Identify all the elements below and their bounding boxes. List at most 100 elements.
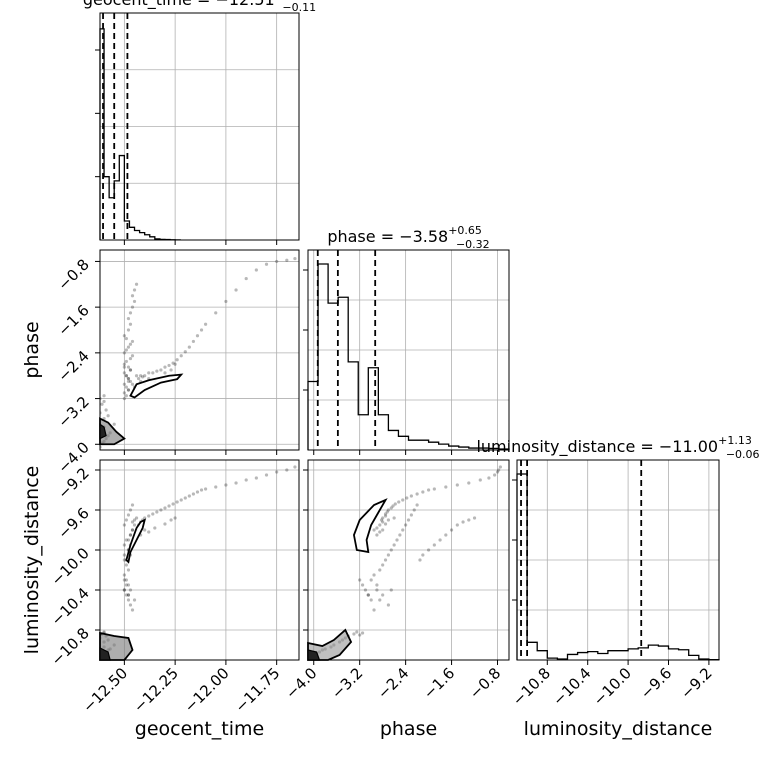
sample-point xyxy=(355,630,359,634)
sample-point xyxy=(360,583,365,587)
sample-point xyxy=(244,478,248,482)
sample-point xyxy=(381,516,385,520)
sample-point xyxy=(391,504,395,508)
sample-point xyxy=(171,502,175,506)
sample-point xyxy=(128,533,133,537)
sample-point xyxy=(167,504,171,508)
sample-point xyxy=(159,368,163,372)
sample-point xyxy=(378,568,382,572)
y-axis-label: luminosity_distance xyxy=(21,466,43,655)
y-tick-label: −9.6 xyxy=(54,504,92,542)
sample-point xyxy=(124,583,128,587)
panel-border xyxy=(307,249,510,451)
histogram-step xyxy=(516,473,720,661)
sample-point xyxy=(191,492,196,496)
sample-point xyxy=(264,262,269,266)
sample-point xyxy=(134,374,139,378)
x-axis-label: phase xyxy=(380,718,437,740)
sample-point xyxy=(234,288,238,292)
sample-point xyxy=(383,514,388,518)
sample-point xyxy=(444,485,448,489)
sample-point xyxy=(169,518,173,522)
sample-point xyxy=(179,498,183,502)
sample-point xyxy=(126,379,131,384)
sample-point xyxy=(386,518,390,522)
sample-point xyxy=(124,578,128,582)
sample-point xyxy=(175,358,179,362)
sample-point xyxy=(124,348,128,352)
sample-point xyxy=(173,516,177,520)
sample-point xyxy=(132,523,137,527)
sample-point xyxy=(461,520,465,524)
sample-point xyxy=(427,488,431,492)
scatter-phase-vs-luminosity_distance xyxy=(303,459,510,665)
sample-point xyxy=(128,311,133,315)
x-tick-label: −10.8 xyxy=(509,664,554,709)
x-tick-label: −11.75 xyxy=(232,664,284,716)
sample-point xyxy=(167,363,171,368)
sample-point xyxy=(183,496,187,500)
density-contour xyxy=(125,518,147,564)
sample-point xyxy=(427,548,431,552)
sample-point xyxy=(493,473,497,477)
sample-point xyxy=(122,362,126,366)
sample-point xyxy=(369,598,373,602)
sample-point xyxy=(173,362,177,366)
sample-point xyxy=(378,523,382,527)
sample-point xyxy=(128,322,133,326)
sample-point xyxy=(363,588,368,592)
sample-point xyxy=(389,588,393,592)
sample-point xyxy=(352,632,356,636)
panel-title: phase = −3.58+0.65 −0.32 xyxy=(327,224,489,251)
sample-point xyxy=(163,506,167,510)
panel-background xyxy=(100,250,299,450)
sample-point xyxy=(126,568,131,572)
x-axis-label: luminosity_distance xyxy=(524,718,713,740)
sample-point xyxy=(169,368,173,372)
sample-point xyxy=(449,528,454,532)
sample-point xyxy=(102,394,106,398)
sample-point xyxy=(126,316,131,321)
density-contour xyxy=(129,373,184,399)
sample-point xyxy=(401,498,405,502)
sample-point xyxy=(372,528,376,532)
sample-point xyxy=(381,593,385,597)
panel-border xyxy=(516,459,720,661)
sample-point xyxy=(124,359,128,364)
sample-point xyxy=(383,522,388,526)
sample-point xyxy=(130,528,135,532)
sample-point xyxy=(126,513,131,517)
sample-point xyxy=(126,328,131,332)
sample-point xyxy=(128,508,133,512)
sample-point xyxy=(386,603,390,607)
sample-point xyxy=(467,481,471,485)
sample-point xyxy=(358,578,362,582)
density-contour xyxy=(99,423,107,440)
sample-point xyxy=(455,483,459,487)
sample-point xyxy=(379,518,384,522)
panel-title: luminosity_distance = −11.00+1.13 −0.06 xyxy=(476,434,759,461)
sample-point xyxy=(126,345,131,349)
sample-point xyxy=(132,299,137,304)
sample-point xyxy=(130,528,135,532)
sample-point xyxy=(134,282,139,286)
sample-point xyxy=(275,259,279,264)
sample-point xyxy=(254,268,258,272)
sample-point xyxy=(378,598,382,602)
sample-point xyxy=(122,523,126,527)
sample-point xyxy=(147,514,151,518)
sample-point xyxy=(381,563,385,567)
sample-point xyxy=(124,385,128,389)
x-tick-label: −9.2 xyxy=(677,664,715,702)
sample-point xyxy=(122,391,126,395)
panel-background xyxy=(100,460,299,660)
sample-point xyxy=(203,322,208,326)
sample-point xyxy=(383,512,388,516)
sample-point xyxy=(381,520,385,524)
sample-point xyxy=(195,334,200,338)
sample-point xyxy=(143,528,147,532)
sample-point xyxy=(199,328,204,332)
sample-point xyxy=(293,256,297,261)
sample-point xyxy=(444,533,448,537)
sample-point xyxy=(224,299,228,304)
